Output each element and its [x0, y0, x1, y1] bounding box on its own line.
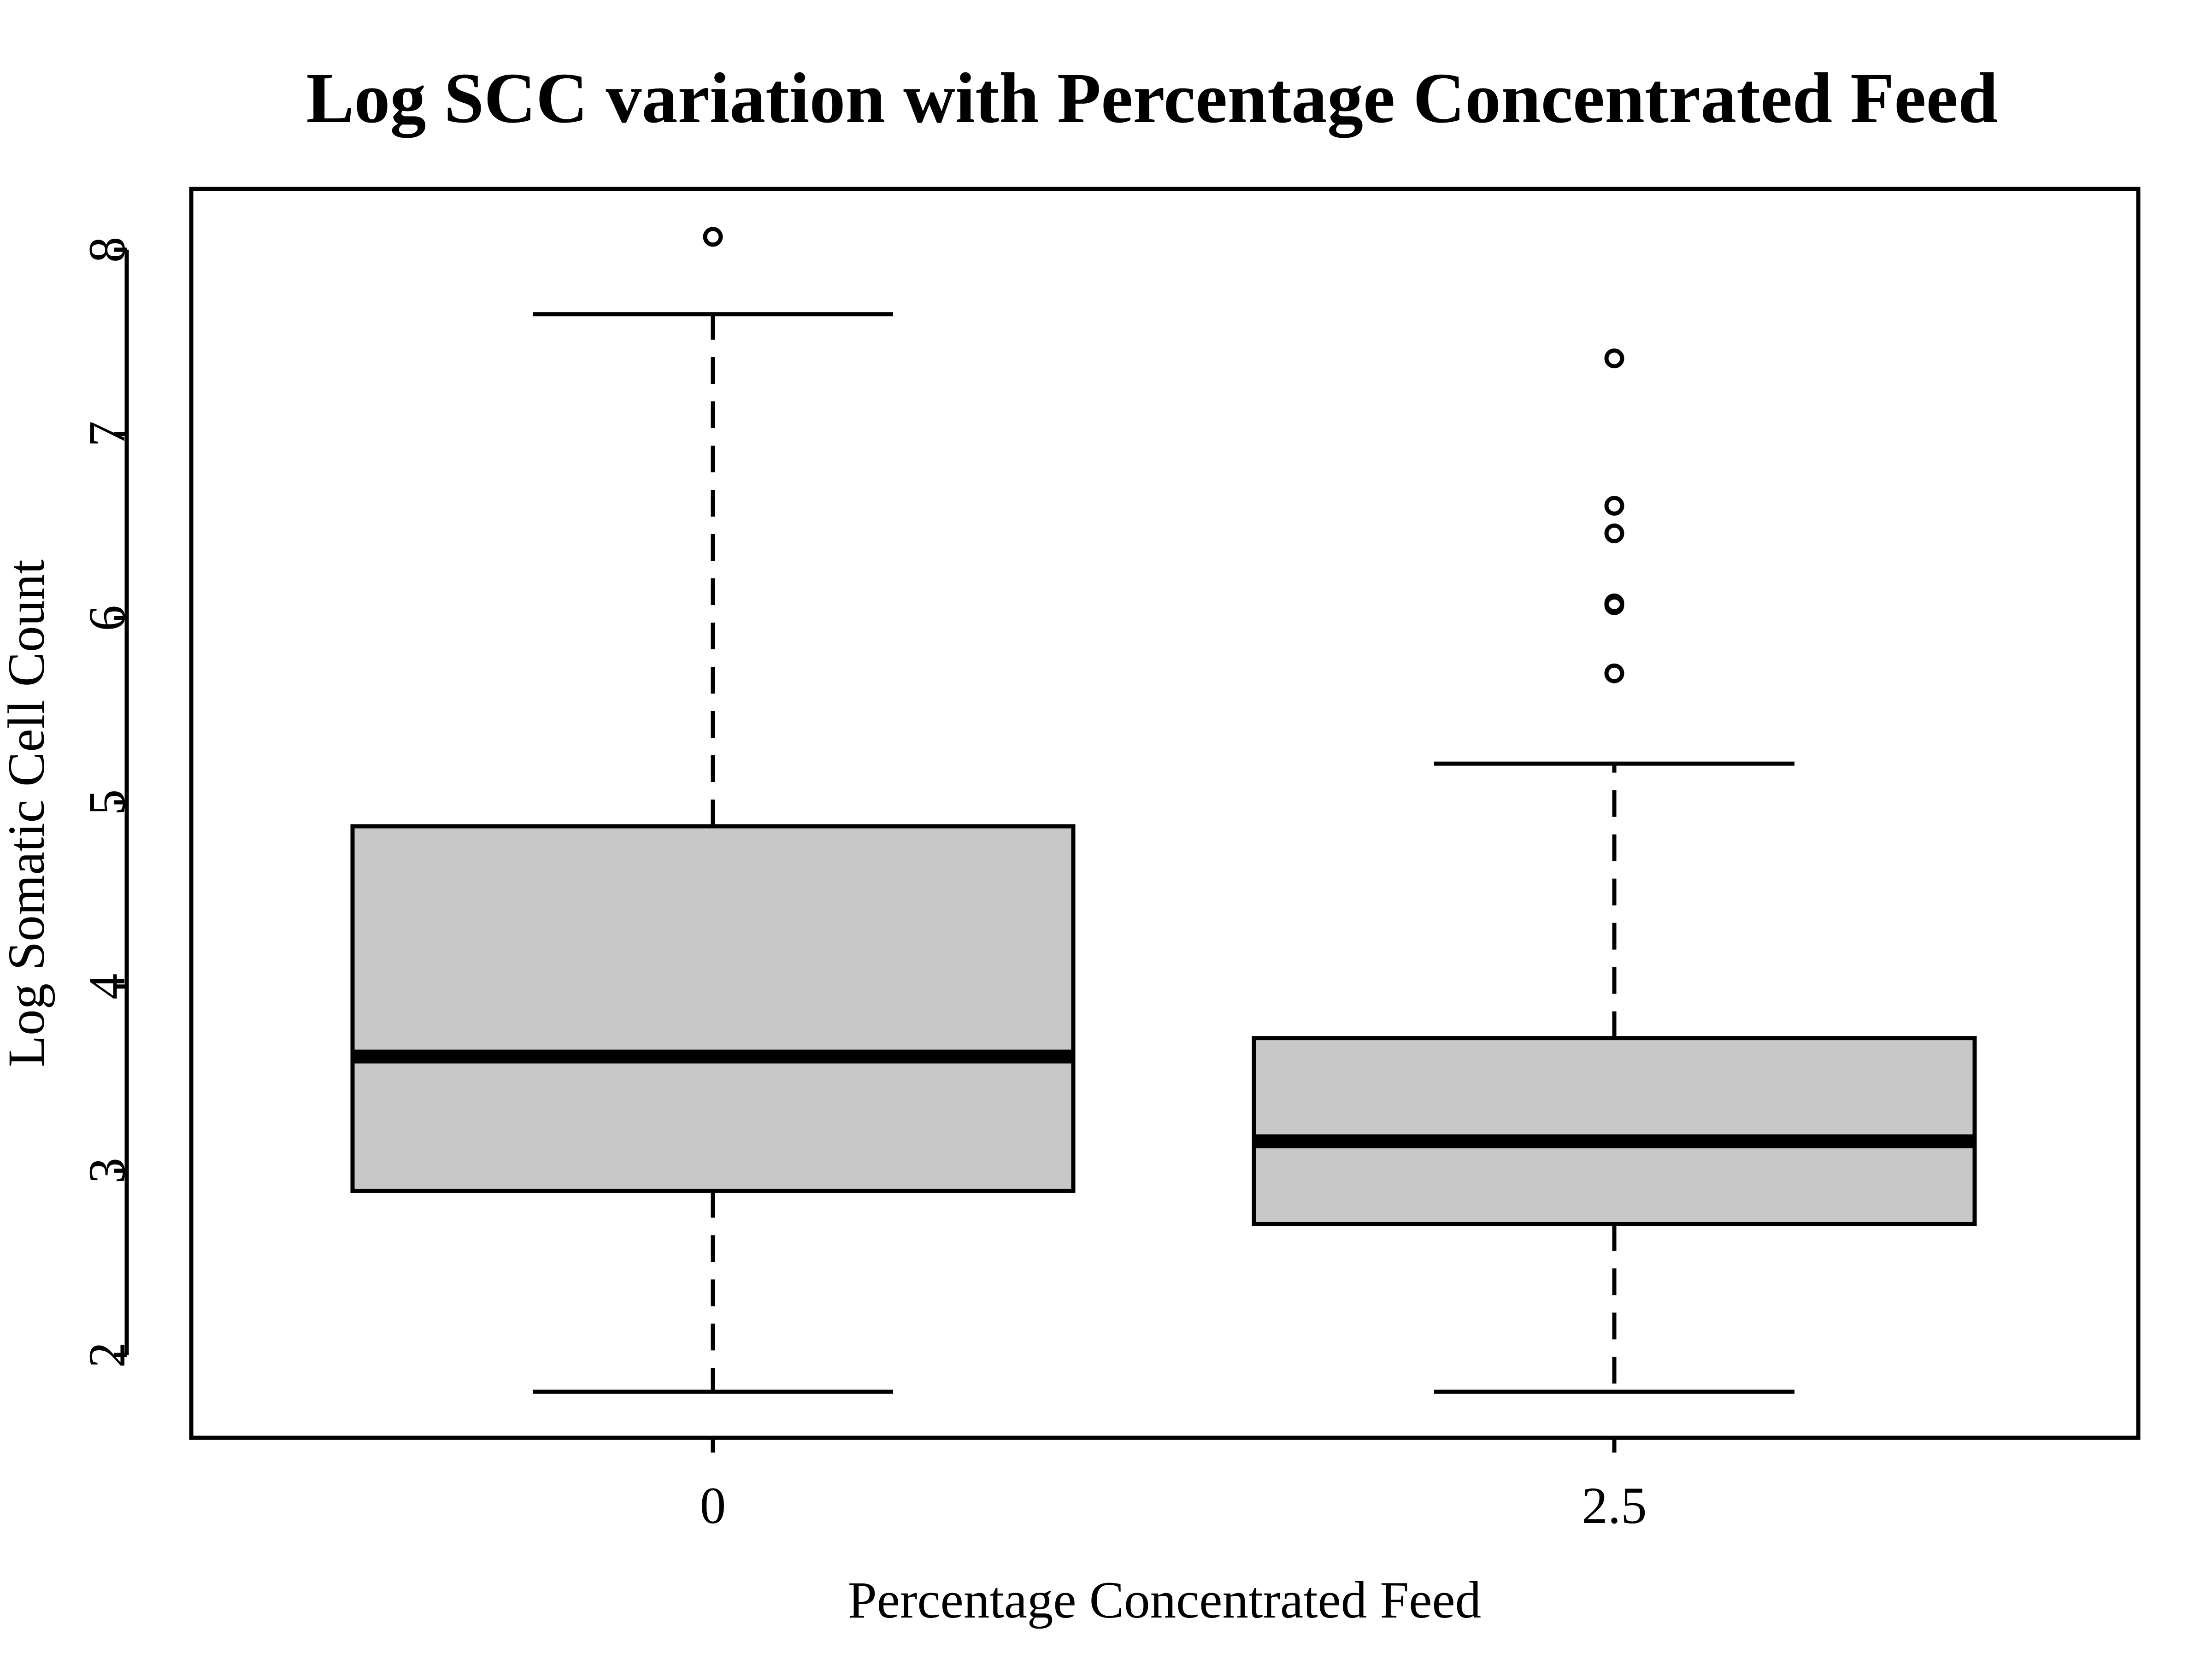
x-axis: 0 2.5	[700, 1438, 1647, 1535]
outlier-point	[1604, 348, 1624, 369]
box-group-1	[1252, 348, 1977, 1394]
y-axis-label: Log Somatic Cell Count	[0, 559, 55, 1067]
y-tick-label: 3	[78, 1158, 136, 1184]
y-tick-label: 7	[78, 421, 136, 447]
y-tick-label: 2	[78, 1342, 136, 1368]
x-tick-label: 2.5	[1582, 1477, 1647, 1535]
boxes-layer	[350, 227, 1977, 1394]
outlier-point	[1604, 495, 1624, 516]
outlier-point	[1604, 593, 1624, 613]
x-axis-label: Percentage Concentrated Feed	[848, 1571, 1481, 1629]
y-tick-label: 4	[78, 973, 136, 1000]
outlier-point	[703, 227, 723, 247]
box-group-0	[350, 227, 1076, 1394]
outlier-point	[1604, 663, 1624, 683]
chart-title: Log SCC variation with Percentage Concen…	[306, 58, 1998, 138]
outlier-point	[1604, 523, 1624, 543]
y-tick-label: 5	[78, 789, 136, 816]
x-tick-label: 0	[700, 1477, 726, 1535]
y-tick-label: 8	[78, 237, 136, 263]
y-tick-label: 6	[78, 605, 136, 631]
iqr-box	[350, 824, 1076, 1193]
y-axis: 2 3 4 5 6 7 8	[78, 237, 136, 1368]
iqr-box	[1252, 1036, 1977, 1226]
plot-frame	[189, 187, 2141, 1440]
